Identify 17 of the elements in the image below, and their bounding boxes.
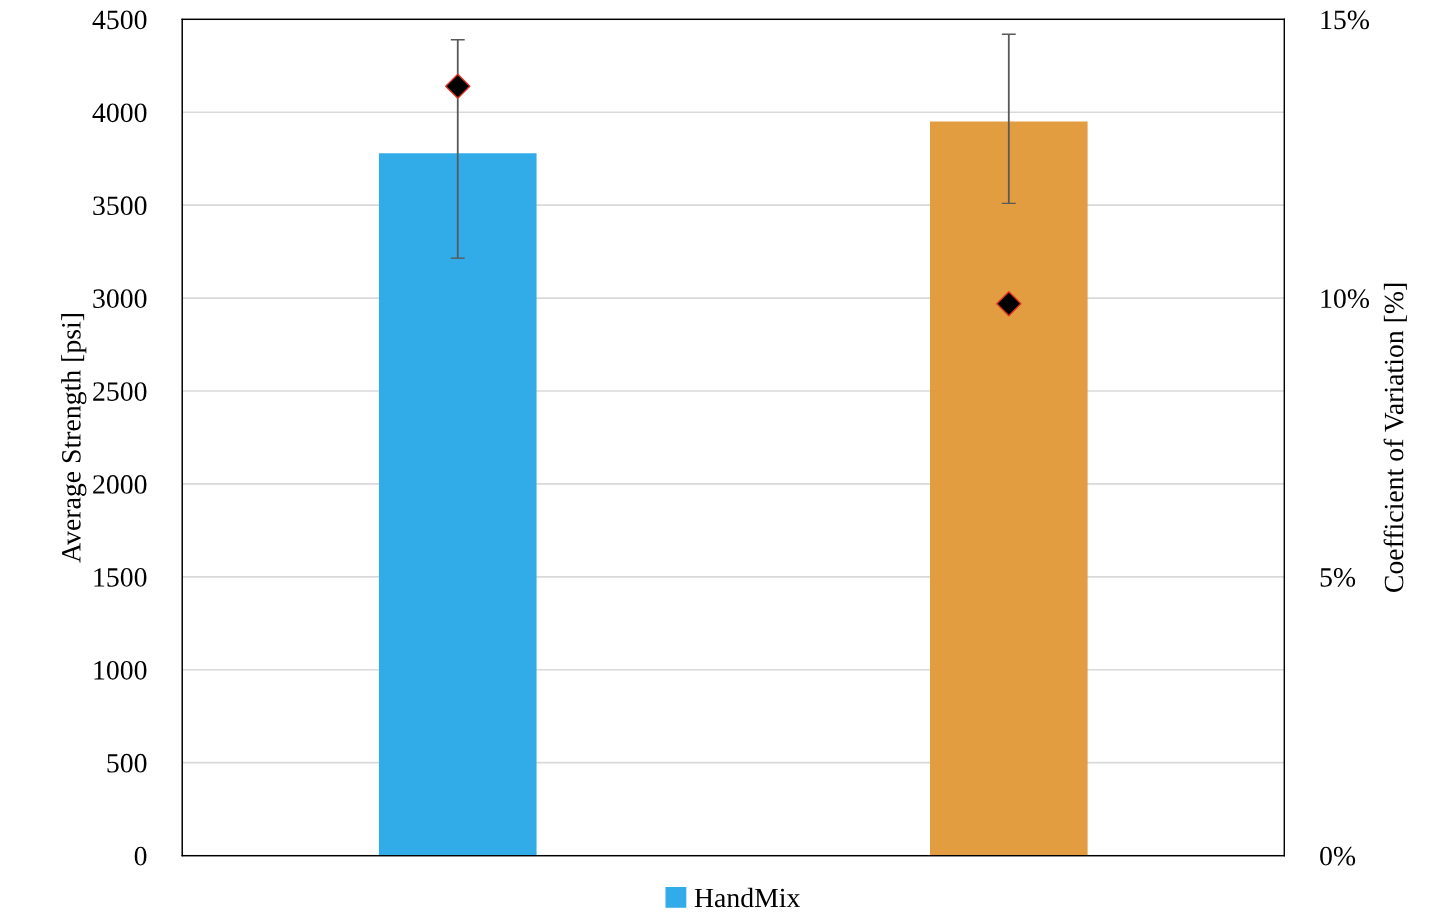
y2-tick-label: 0% <box>1320 846 1356 866</box>
y-tick-label: 0 <box>134 846 147 866</box>
y-axis-title: Average Strength [psi] <box>61 314 87 563</box>
y2-axis-title: Coefficient of Variation [%] <box>1383 283 1407 593</box>
y-tick-label: 1000 <box>94 660 147 680</box>
y-tick-label: 2500 <box>93 382 147 401</box>
y2-tick-label: 5% <box>1320 568 1356 587</box>
legend-label: HandMix <box>694 887 801 908</box>
y-tick-label: 4000 <box>92 103 147 123</box>
y2-tick-label: 15% <box>1321 10 1370 30</box>
y-tick-label: 500 <box>107 753 147 773</box>
y-tick-label: 4500 <box>92 10 147 30</box>
y-tick-label: 1500 <box>94 568 147 587</box>
y-tick-label: 2000 <box>93 475 147 494</box>
y-tick-label: 3000 <box>93 289 147 309</box>
y2-tick-label: 10% <box>1321 289 1370 309</box>
y-tick-label: 3500 <box>93 196 147 216</box>
